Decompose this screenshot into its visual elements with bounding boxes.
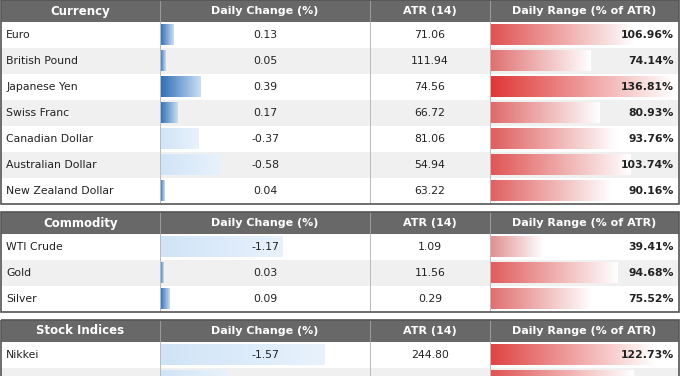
Text: ATR (14): ATR (14) <box>403 6 457 16</box>
Bar <box>1 22 679 48</box>
Text: 63.22: 63.22 <box>415 186 445 196</box>
Bar <box>1 212 679 234</box>
Text: Silver: Silver <box>6 294 37 304</box>
Bar <box>1 74 679 100</box>
Text: Australian Dollar: Australian Dollar <box>6 160 97 170</box>
Bar <box>1 368 679 376</box>
Text: 94.68%: 94.68% <box>628 268 674 278</box>
Bar <box>1 152 679 178</box>
Text: 1.09: 1.09 <box>418 242 442 252</box>
Bar <box>1 320 679 342</box>
Text: Daily Range (% of ATR): Daily Range (% of ATR) <box>512 218 657 228</box>
Text: 39.41%: 39.41% <box>628 242 674 252</box>
Bar <box>1 48 679 74</box>
Text: Euro: Euro <box>6 30 31 40</box>
Bar <box>490 320 491 342</box>
Text: Daily Change (%): Daily Change (%) <box>211 218 319 228</box>
Bar <box>1 100 679 126</box>
Text: Gold: Gold <box>6 268 31 278</box>
Bar <box>1 260 679 286</box>
Text: Canadian Dollar: Canadian Dollar <box>6 134 93 144</box>
Text: -0.37: -0.37 <box>251 134 279 144</box>
Text: Stock Indices: Stock Indices <box>37 324 124 338</box>
Text: 66.72: 66.72 <box>415 108 445 118</box>
Text: Daily Change (%): Daily Change (%) <box>211 326 319 336</box>
Text: 0.05: 0.05 <box>253 56 277 66</box>
Bar <box>160 0 161 22</box>
Bar <box>1 0 679 204</box>
Bar <box>1 126 679 152</box>
Text: 136.81%: 136.81% <box>621 82 674 92</box>
Bar <box>370 320 371 342</box>
Text: -1.17: -1.17 <box>251 242 279 252</box>
Text: Nikkei: Nikkei <box>6 350 39 360</box>
Text: 54.94: 54.94 <box>415 160 445 170</box>
Text: Daily Change (%): Daily Change (%) <box>211 6 319 16</box>
Text: 80.93%: 80.93% <box>628 108 674 118</box>
Bar <box>1 177 679 178</box>
Text: 90.16%: 90.16% <box>628 186 674 196</box>
Bar <box>490 0 491 22</box>
Text: 81.06: 81.06 <box>415 134 445 144</box>
Text: 0.13: 0.13 <box>253 30 277 40</box>
Text: Japanese Yen: Japanese Yen <box>6 82 78 92</box>
Text: 71.06: 71.06 <box>415 30 445 40</box>
Bar <box>1 285 679 286</box>
Bar <box>370 212 371 234</box>
Bar <box>1 203 679 204</box>
Text: New Zealand Dollar: New Zealand Dollar <box>6 186 114 196</box>
Text: Commodity: Commodity <box>44 217 118 229</box>
Text: 0.03: 0.03 <box>253 268 277 278</box>
Bar <box>1 311 679 312</box>
Bar <box>160 212 161 234</box>
Text: 0.09: 0.09 <box>253 294 277 304</box>
Text: British Pound: British Pound <box>6 56 78 66</box>
Bar <box>1 73 679 74</box>
Text: ATR (14): ATR (14) <box>403 326 457 336</box>
Bar <box>160 320 161 342</box>
Text: Currency: Currency <box>50 5 110 18</box>
Bar <box>490 212 491 234</box>
Text: 74.56: 74.56 <box>415 82 445 92</box>
Text: 106.96%: 106.96% <box>621 30 674 40</box>
Text: 0.17: 0.17 <box>253 108 277 118</box>
Text: 0.29: 0.29 <box>418 294 442 304</box>
Bar <box>1 212 679 312</box>
Bar <box>370 0 371 22</box>
Bar <box>1 234 679 260</box>
Text: 0.04: 0.04 <box>253 186 277 196</box>
Text: 0.39: 0.39 <box>253 82 277 92</box>
Text: 74.14%: 74.14% <box>628 56 674 66</box>
Text: -0.58: -0.58 <box>251 160 279 170</box>
Text: 93.76%: 93.76% <box>628 134 674 144</box>
Text: 75.52%: 75.52% <box>628 294 674 304</box>
Bar <box>1 286 679 312</box>
Bar <box>1 178 679 204</box>
Text: 122.73%: 122.73% <box>621 350 674 360</box>
Text: -1.57: -1.57 <box>251 350 279 360</box>
Text: 111.94: 111.94 <box>411 56 449 66</box>
Text: ATR (14): ATR (14) <box>403 218 457 228</box>
Bar <box>1 47 679 48</box>
Text: 103.74%: 103.74% <box>621 160 674 170</box>
Text: Daily Range (% of ATR): Daily Range (% of ATR) <box>512 326 657 336</box>
Bar <box>1 320 679 376</box>
Text: WTI Crude: WTI Crude <box>6 242 63 252</box>
Bar <box>1 259 679 260</box>
Bar <box>1 342 679 368</box>
Bar <box>1 0 679 22</box>
Text: Swiss Franc: Swiss Franc <box>6 108 69 118</box>
Text: 244.80: 244.80 <box>411 350 449 360</box>
Bar <box>1 367 679 368</box>
Text: 11.56: 11.56 <box>415 268 445 278</box>
Text: Daily Range (% of ATR): Daily Range (% of ATR) <box>512 6 657 16</box>
